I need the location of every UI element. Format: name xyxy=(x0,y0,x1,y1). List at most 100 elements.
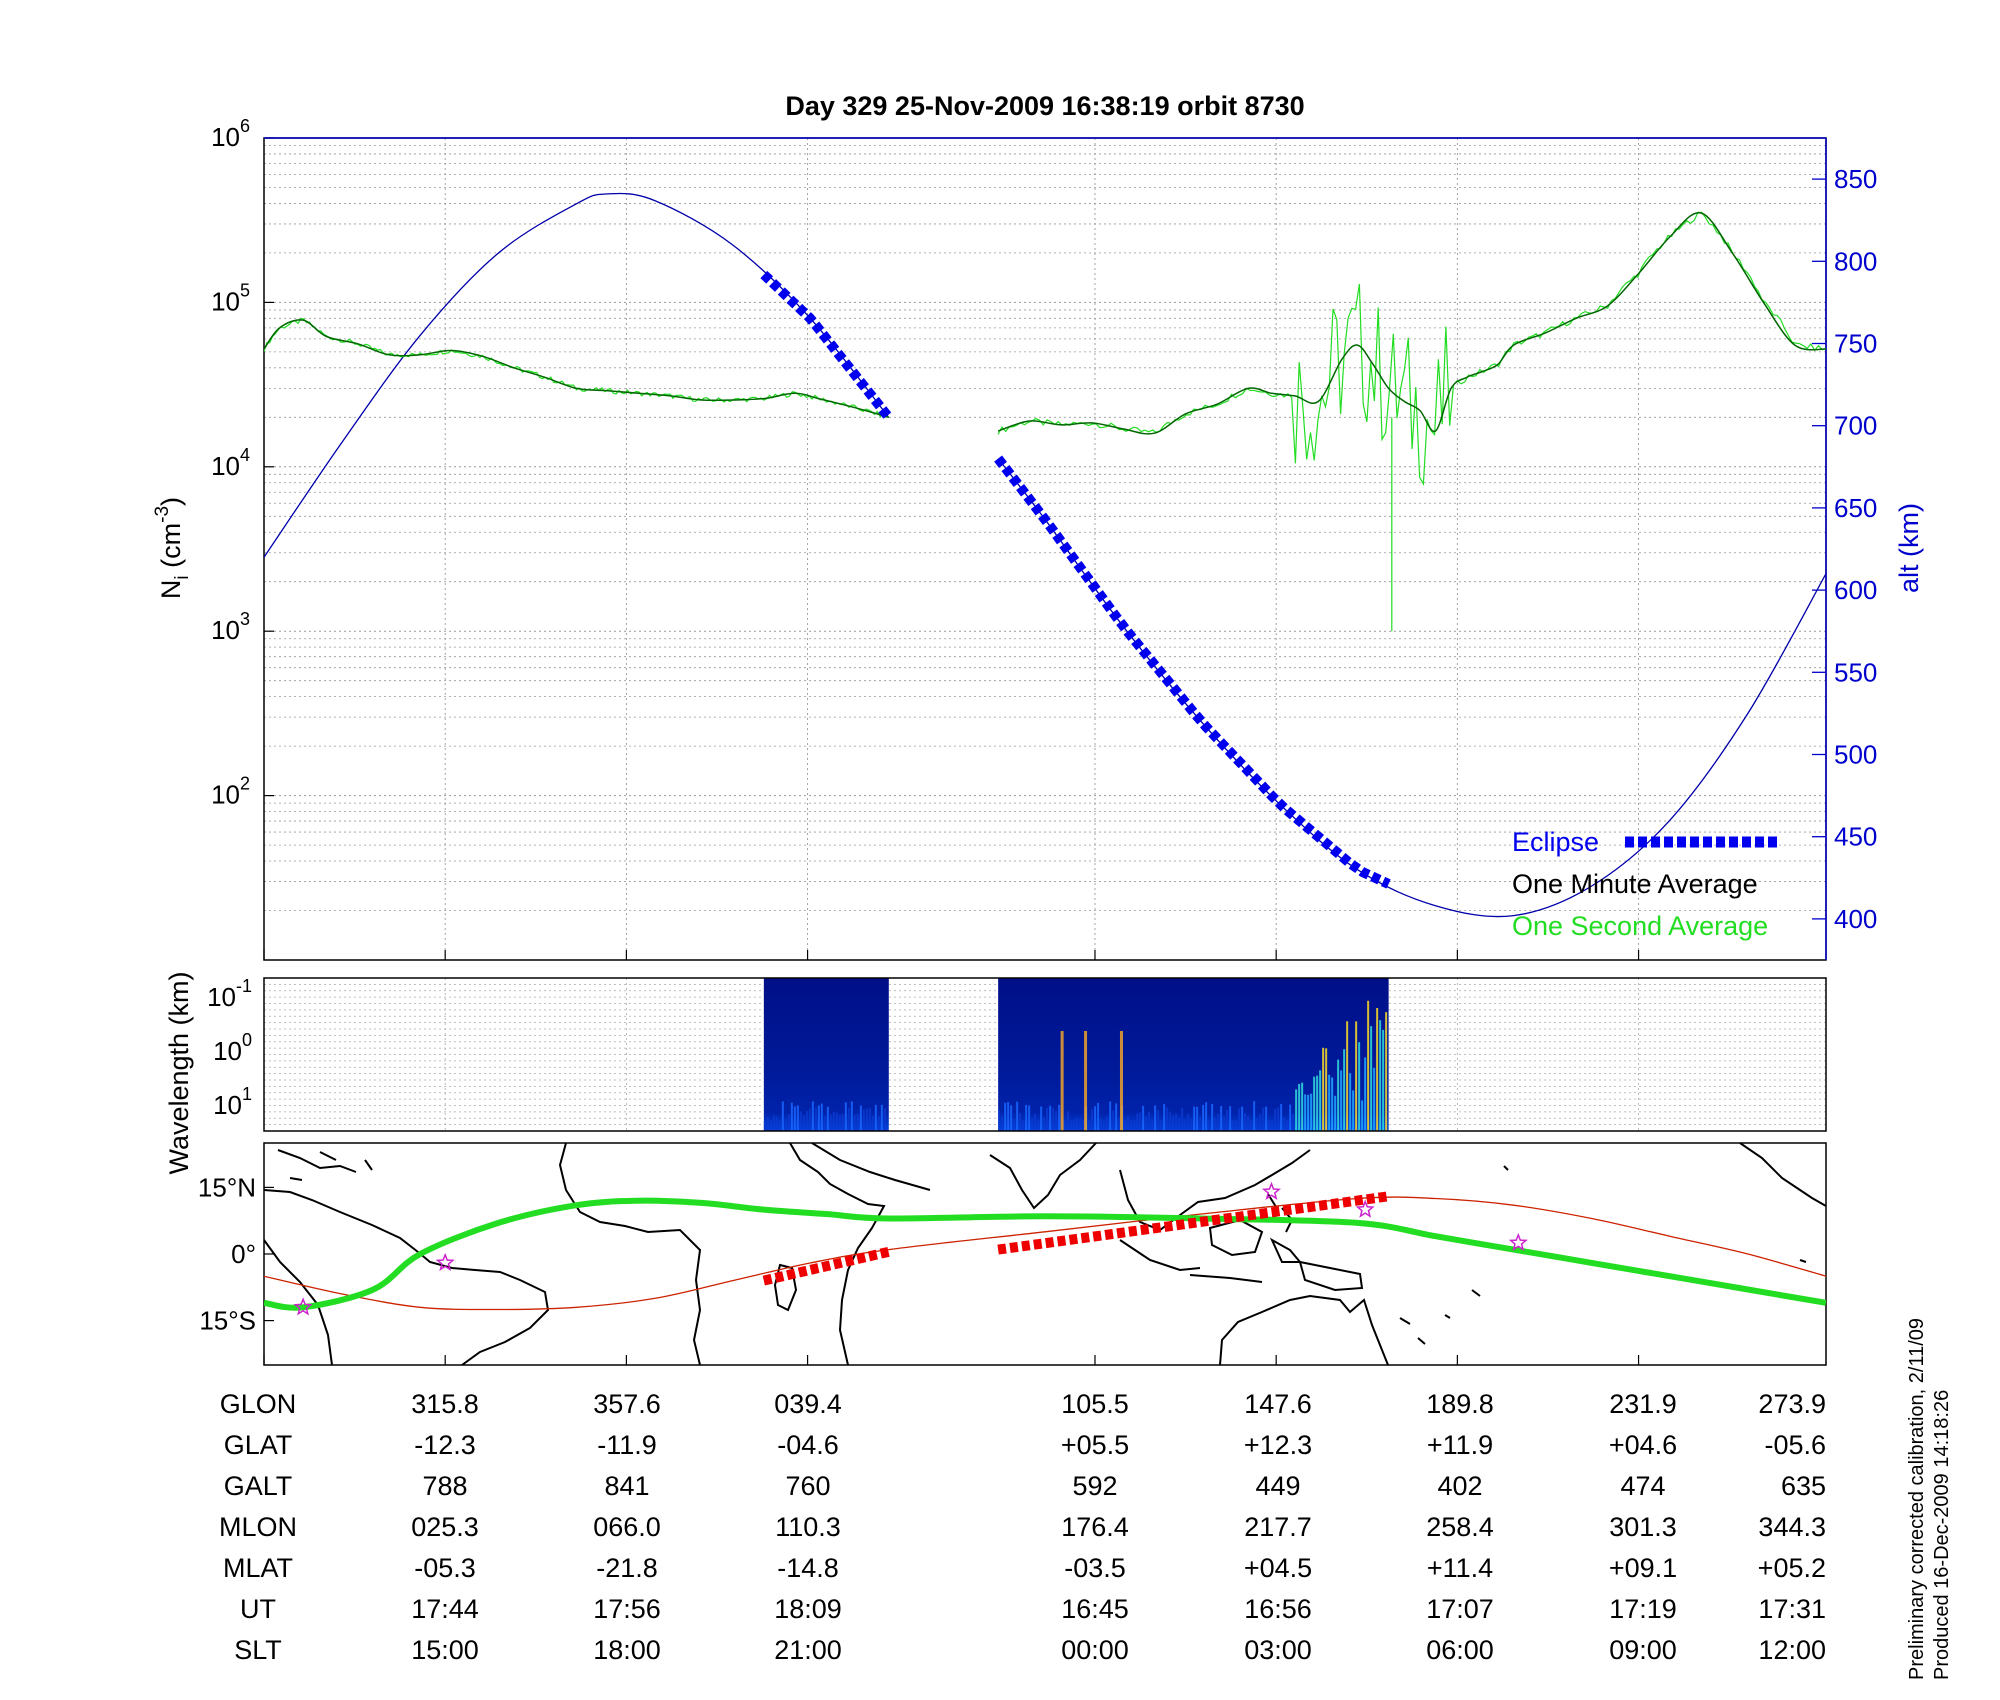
table-cell: 357.6 xyxy=(593,1389,661,1419)
table-cell: 344.3 xyxy=(1758,1512,1826,1542)
spectrogram-streak xyxy=(1373,1067,1376,1131)
table-cell: 00:00 xyxy=(1061,1635,1129,1665)
spectrogram-streak xyxy=(1349,1073,1352,1131)
spectrogram-streak xyxy=(1217,1113,1220,1131)
spectrogram-streak xyxy=(1103,1120,1106,1131)
spectrogram-streak xyxy=(1292,1114,1295,1131)
spectrogram-streak xyxy=(1166,1107,1169,1131)
spectrogram-streak xyxy=(1013,1119,1016,1131)
spectrogram-streak xyxy=(784,1118,787,1131)
spectrogram-blocks xyxy=(763,978,1389,1131)
spectrogram-streak xyxy=(790,1102,793,1131)
spectrogram-streak xyxy=(1100,1118,1103,1131)
spectrogram-y-tick-label: 100 xyxy=(213,1030,252,1066)
table-cell: 17:19 xyxy=(1609,1594,1677,1624)
spectrogram-streak xyxy=(1256,1118,1259,1131)
spectrogram-streak xyxy=(1220,1105,1223,1131)
altitude-line-second-segment xyxy=(997,458,1826,918)
spectrogram-streak xyxy=(1286,1119,1289,1131)
spectrogram-y-tick-label: 10-1 xyxy=(207,976,252,1012)
spectrogram-streak xyxy=(1031,1117,1034,1131)
density-y-ticks: 102 103 104 105 106 xyxy=(211,116,274,810)
one-minute-average-line xyxy=(264,319,890,419)
spectrogram-streak xyxy=(1088,1120,1091,1131)
spectrogram-streak xyxy=(1319,1070,1322,1131)
density-panel: 102 103 104 105 106 400 450 500 550 600 650 700 750… xyxy=(152,116,1924,961)
table-cell: 16:45 xyxy=(1061,1594,1129,1624)
altitude-tick-label: 700 xyxy=(1834,411,1877,441)
spectrogram-streak xyxy=(829,1114,832,1131)
spectrogram-streak xyxy=(850,1101,853,1131)
table-cell: 315.8 xyxy=(411,1389,479,1419)
spectrogram-streak xyxy=(880,1104,883,1131)
spectrogram-streak xyxy=(772,1115,775,1131)
spectrogram-streak xyxy=(763,1121,766,1131)
table-row-label: UT xyxy=(240,1594,276,1624)
spectrogram-streak xyxy=(1049,1105,1052,1131)
table-cell: 217.7 xyxy=(1244,1512,1312,1542)
ground-track xyxy=(264,1197,1826,1311)
spectrogram-streak xyxy=(1139,1112,1142,1131)
spectrogram-streak xyxy=(1298,1083,1301,1131)
table-cell: -12.3 xyxy=(414,1430,476,1460)
spectrogram-streak xyxy=(1073,1119,1076,1131)
spectrogram-streak xyxy=(1187,1114,1190,1131)
spectrogram-streak xyxy=(820,1103,823,1131)
spectrogram-streak xyxy=(1385,1012,1388,1131)
spectrogram-streak xyxy=(1148,1111,1151,1131)
spectrogram-streak xyxy=(1313,1076,1316,1131)
spectrogram-streak xyxy=(1322,1047,1325,1131)
table-cell: 12:00 xyxy=(1758,1635,1826,1665)
spectrogram-streak xyxy=(1037,1119,1040,1131)
table-cell: 17:31 xyxy=(1758,1594,1826,1624)
spectrogram-streak xyxy=(844,1102,847,1131)
table-cell: -14.8 xyxy=(777,1553,839,1583)
spectrogram-streak xyxy=(796,1105,799,1131)
spectrogram-streak xyxy=(1265,1106,1268,1131)
spectrogram-streak xyxy=(781,1101,784,1131)
spectrogram-streak xyxy=(1184,1119,1187,1131)
altitude-tick-label: 650 xyxy=(1834,493,1877,523)
spectrogram-streak xyxy=(1337,1059,1340,1131)
spectrogram-streak xyxy=(1331,1077,1334,1131)
spectrogram-streak xyxy=(1223,1116,1226,1131)
spectrogram-streak xyxy=(793,1106,796,1131)
spectrogram-streak xyxy=(1052,1108,1055,1131)
table-cell: 039.4 xyxy=(774,1389,842,1419)
spectrogram-streak xyxy=(871,1115,874,1131)
spectrogram-streak xyxy=(826,1106,829,1131)
table-cell: 066.0 xyxy=(593,1512,661,1542)
eclipse-track-segment xyxy=(997,1191,1390,1255)
spectrogram-streak xyxy=(1352,1090,1355,1131)
spectrogram-streak xyxy=(1060,1031,1064,1131)
table-cell: 21:00 xyxy=(774,1635,842,1665)
spectrogram-streak xyxy=(998,1110,1001,1131)
table-cell: -03.5 xyxy=(1064,1553,1126,1583)
spectrogram-streak xyxy=(832,1111,835,1131)
spectrogram-streak xyxy=(1202,1105,1205,1131)
spectrogram-streak xyxy=(1160,1119,1163,1131)
spectrogram-streak xyxy=(1022,1120,1025,1131)
table-cell: -05.3 xyxy=(414,1553,476,1583)
spectrogram-streak xyxy=(1262,1107,1265,1131)
spectrogram-streak xyxy=(877,1116,880,1131)
table-row: MLON 025.3 066.0 110.3 176.4 217.7 258.4 301.3 3… xyxy=(219,1512,1826,1542)
table-cell: +04.5 xyxy=(1244,1553,1312,1583)
spectrogram-streak xyxy=(1253,1101,1256,1131)
spectrogram-streak xyxy=(868,1108,871,1131)
spectrogram-streak xyxy=(853,1114,856,1131)
table-cell: 17:44 xyxy=(411,1594,479,1624)
table-cell: 110.3 xyxy=(775,1512,841,1542)
table-row-label: MLAT xyxy=(223,1553,293,1583)
spectrogram-streak xyxy=(1376,1007,1379,1131)
table-row-label: SLT xyxy=(234,1635,282,1665)
spectrogram-y-tick-label: 101 xyxy=(213,1084,252,1120)
spectrogram-block xyxy=(763,978,889,1131)
spectrogram-panel: 10-1 100 101 Wavelength (km) xyxy=(164,971,1827,1175)
spectrogram-streak xyxy=(1028,1105,1031,1131)
spectrogram-streak xyxy=(1133,1119,1136,1131)
spectrogram-streak xyxy=(856,1113,859,1131)
spectrogram-streak xyxy=(1235,1120,1238,1131)
spectrogram-streak xyxy=(1142,1105,1145,1131)
table-row-label: GLAT xyxy=(224,1430,293,1460)
